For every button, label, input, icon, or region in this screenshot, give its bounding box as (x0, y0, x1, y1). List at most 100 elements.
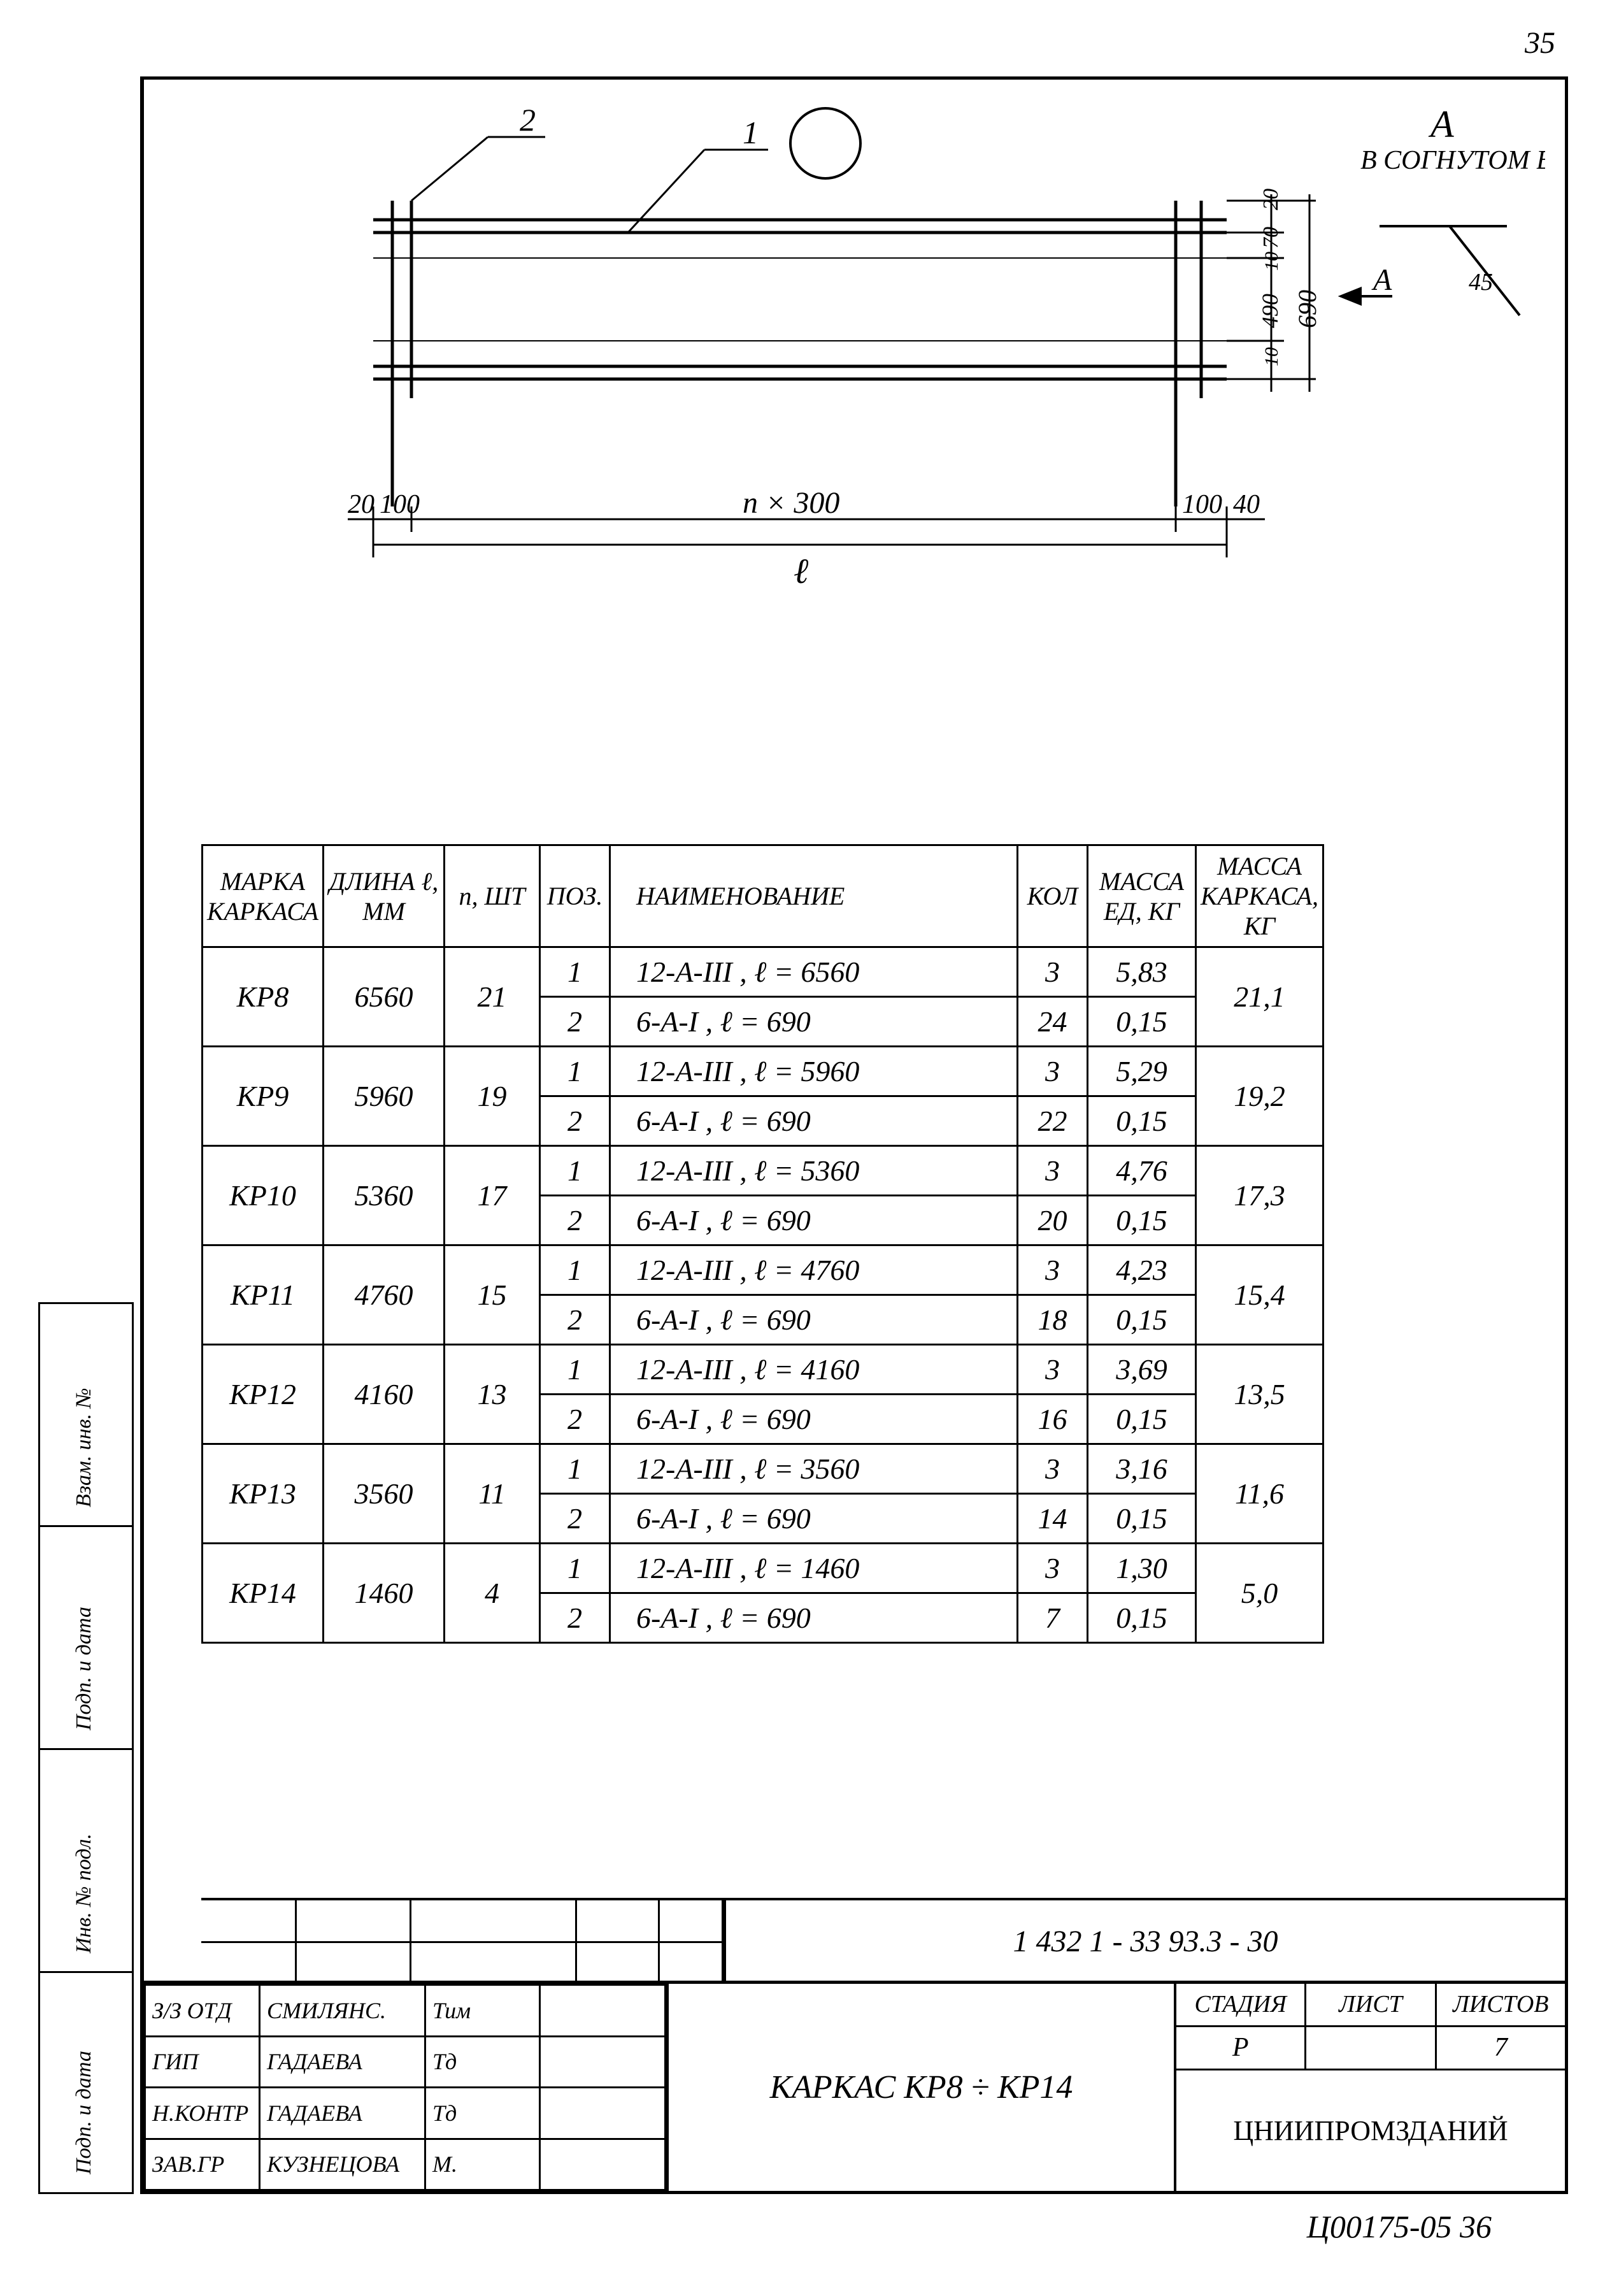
cell-mass: 21,1 (1196, 947, 1323, 1047)
signer-signature: М. (425, 2139, 540, 2190)
page-number: 35 (1525, 25, 1555, 61)
cell-n: 17 (445, 1146, 540, 1245)
signer-role: ГИП (145, 2036, 260, 2088)
svg-text:А: А (1371, 263, 1392, 297)
cell-poz: 1 (540, 1245, 610, 1295)
cell-poz: 1 (540, 1047, 610, 1096)
drawing-title: КАРКАС КР8 ÷ КР14 (666, 1984, 1176, 2191)
cell-n: 13 (445, 1345, 540, 1444)
cell-med: 0,15 (1088, 1096, 1196, 1146)
cell-dlina: 3560 (324, 1444, 445, 1544)
sheet-header: ЛИСТ (1306, 1984, 1436, 2025)
table-row: КР1414604112-А-III , ℓ = 146031,305,0 (203, 1544, 1323, 1593)
signer-name: ГАДАЕВА (260, 2036, 425, 2088)
col-kol: КОЛ (1018, 845, 1088, 947)
signer-date (540, 2088, 666, 2139)
cell-n: 19 (445, 1047, 540, 1146)
cell-marka: КР13 (203, 1444, 324, 1544)
title-block: 1 432 1 - 33 93.3 - 30 З/З ОТДСМИЛЯНС.Ти… (144, 1898, 1565, 2191)
cell-name: 12-А-III , ℓ = 4760 (610, 1245, 1018, 1295)
cell-mass: 19,2 (1196, 1047, 1323, 1146)
cell-med: 3,69 (1088, 1345, 1196, 1395)
cell-name: 12-А-III , ℓ = 4160 (610, 1345, 1018, 1395)
cell-kol: 18 (1018, 1295, 1088, 1345)
col-poz: ПОЗ. (540, 845, 610, 947)
table-row: КР13356011112-А-III , ℓ = 356033,1611,6 (203, 1444, 1323, 1494)
sheets-value: 7 (1437, 2027, 1565, 2069)
table-row: КР11476015112-А-III , ℓ = 476034,2315,4 (203, 1245, 1323, 1295)
svg-text:490: 490 (1257, 294, 1283, 328)
cell-poz: 2 (540, 997, 610, 1047)
svg-text:20: 20 (1259, 189, 1283, 210)
col-name: НАИМЕНОВАНИЕ (610, 845, 1018, 947)
cell-marka: КР8 (203, 947, 324, 1047)
cell-marka: КР12 (203, 1345, 324, 1444)
cell-name: 6-А-I , ℓ = 690 (610, 1593, 1018, 1643)
signer-row: ЗАВ.ГРКУЗНЕЦОВАМ. (145, 2139, 666, 2190)
cell-kol: 16 (1018, 1395, 1088, 1444)
svg-text:1: 1 (743, 115, 759, 150)
cell-marka: КР14 (203, 1544, 324, 1643)
sheets-header: ЛИСТОВ (1437, 1984, 1565, 2025)
cell-mass: 15,4 (1196, 1245, 1323, 1345)
cell-poz: 1 (540, 1544, 610, 1593)
cell-mass: 17,3 (1196, 1146, 1323, 1245)
signer-name: ГАДАЕВА (260, 2088, 425, 2139)
signer-date (540, 2036, 666, 2088)
table-row: КР10536017112-А-III , ℓ = 536034,7617,3 (203, 1146, 1323, 1196)
cell-mass: 5,0 (1196, 1544, 1323, 1643)
cell-n: 11 (445, 1444, 540, 1544)
table-row: КР12416013112-А-III , ℓ = 416033,6913,5 (203, 1345, 1323, 1395)
svg-text:20: 20 (348, 490, 374, 519)
cell-name: 6-А-I , ℓ = 690 (610, 997, 1018, 1047)
cell-marka: КР9 (203, 1047, 324, 1146)
table-row: КР9596019112-А-III , ℓ = 596035,2919,2 (203, 1047, 1323, 1096)
cell-name: 6-А-I , ℓ = 690 (610, 1196, 1018, 1245)
cell-name: 6-А-I , ℓ = 690 (610, 1295, 1018, 1345)
cell-kol: 24 (1018, 997, 1088, 1047)
signer-date (540, 2139, 666, 2190)
signer-signature: Тд (425, 2088, 540, 2139)
cell-kol: 20 (1018, 1196, 1088, 1245)
svg-text:10: 10 (1261, 347, 1282, 366)
cell-med: 4,76 (1088, 1146, 1196, 1196)
side-stamp: Взам. инв. № (72, 1388, 96, 1507)
cell-poz: 1 (540, 1345, 610, 1395)
cell-kol: 3 (1018, 1345, 1088, 1395)
cell-med: 0,15 (1088, 1395, 1196, 1444)
cell-name: 6-А-I , ℓ = 690 (610, 1395, 1018, 1444)
svg-text:70: 70 (1259, 227, 1283, 248)
table-row: КР8656021112-А-III , ℓ = 656035,8321,1 (203, 947, 1323, 997)
cell-poz: 2 (540, 1196, 610, 1245)
drawing-sheet: 35 Линии сгиба (25, 25, 1594, 2271)
cell-med: 5,83 (1088, 947, 1196, 997)
cell-med: 0,15 (1088, 1196, 1196, 1245)
col-n: n, ШТ (445, 845, 540, 947)
side-stamp: Подп. и дата (72, 2051, 96, 2174)
cell-poz: 1 (540, 947, 610, 997)
svg-text:В СОГНУТОМ ВИДЕ: В СОГНУТОМ ВИДЕ (1360, 146, 1545, 175)
svg-text:45: 45 (1469, 269, 1493, 296)
stage-header: СТАДИЯ (1176, 1984, 1306, 2025)
cell-med: 3,16 (1088, 1444, 1196, 1494)
cell-poz: 1 (540, 1444, 610, 1494)
cell-name: 12-А-III , ℓ = 3560 (610, 1444, 1018, 1494)
cell-med: 0,15 (1088, 1295, 1196, 1345)
cell-kol: 3 (1018, 947, 1088, 997)
cell-n: 15 (445, 1245, 540, 1345)
cell-poz: 1 (540, 1146, 610, 1196)
cell-mass: 13,5 (1196, 1345, 1323, 1444)
cell-med: 5,29 (1088, 1047, 1196, 1096)
svg-text:ℓ: ℓ (794, 552, 809, 591)
stage-value: Р (1176, 2027, 1306, 2069)
cell-name: 12-А-III , ℓ = 6560 (610, 947, 1018, 997)
cell-kol: 3 (1018, 1047, 1088, 1096)
cell-marka: КР11 (203, 1245, 324, 1345)
cell-kol: 3 (1018, 1245, 1088, 1295)
cell-kol: 7 (1018, 1593, 1088, 1643)
cell-med: 0,15 (1088, 1494, 1196, 1544)
footer-code: Ц00175-05 36 (1307, 2208, 1492, 2245)
svg-text:100: 100 (380, 490, 420, 519)
signer-signature: Тд (425, 2036, 540, 2088)
svg-text:10: 10 (1261, 252, 1282, 271)
